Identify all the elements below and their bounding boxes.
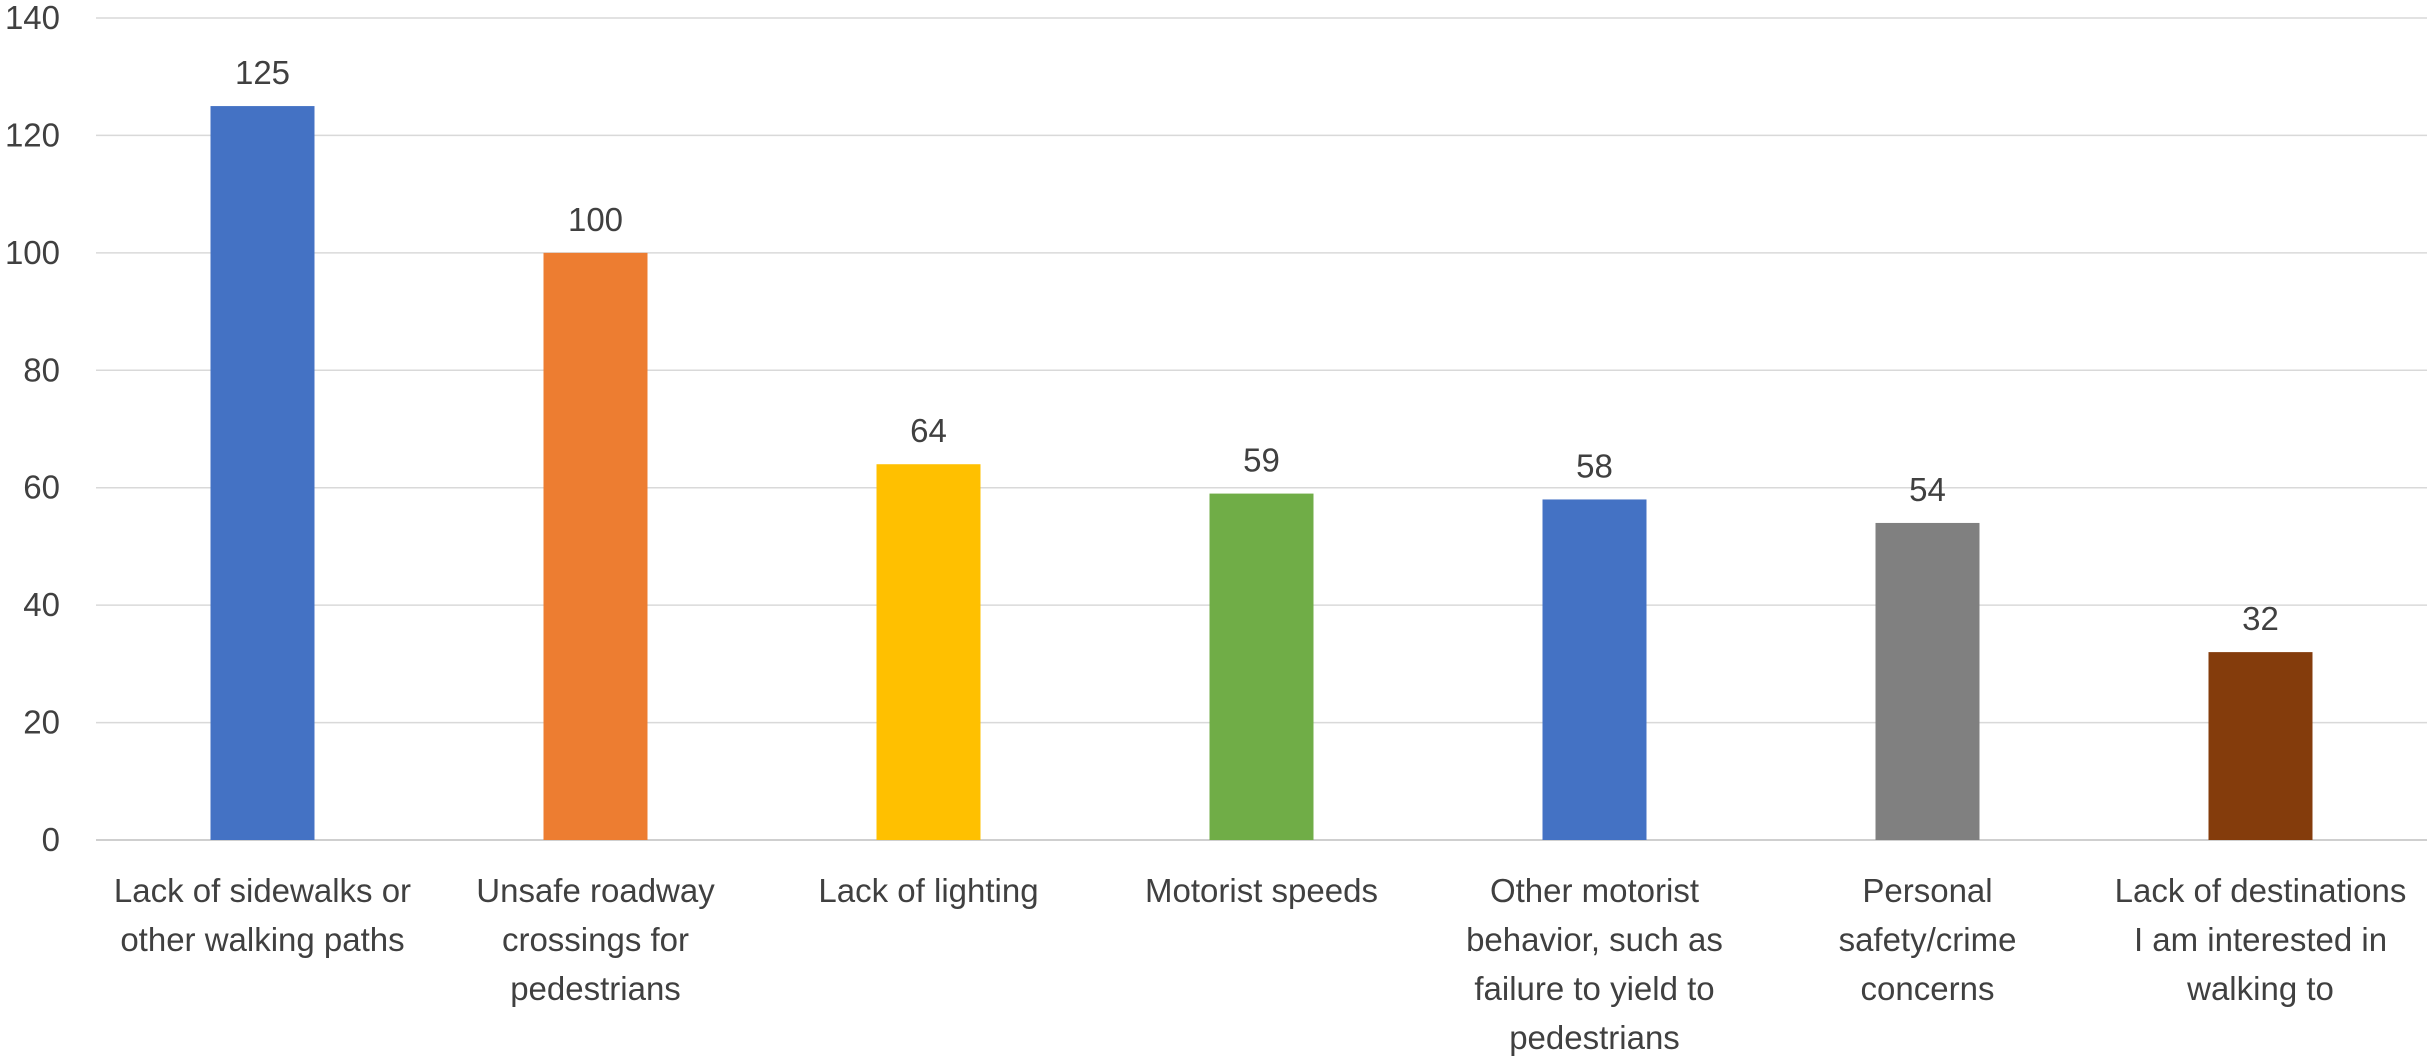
y-tick-label: 20 [23, 704, 60, 741]
y-tick-label: 140 [5, 0, 60, 36]
data-label: 54 [1909, 471, 1946, 508]
bar [1875, 522, 1980, 840]
y-tick-label: 80 [23, 351, 60, 388]
data-label: 32 [2242, 600, 2279, 637]
category-label: Personal safety/crime concerns [1839, 872, 2017, 1007]
category-label-line: Personal [1862, 872, 1992, 909]
category-label-line: safety/crime [1839, 921, 2017, 958]
category-label-line: concerns [1861, 970, 1995, 1007]
category-label-line: walking to [2186, 970, 2334, 1007]
category-label: Lack of sidewalks or other walking paths [114, 872, 411, 958]
y-tick-label: 120 [5, 116, 60, 153]
category-label-line: crossings for [502, 921, 689, 958]
bar [876, 464, 981, 840]
category-label-line: Lack of lighting [818, 872, 1038, 909]
y-tick-label: 60 [23, 469, 60, 506]
category-label-line: Lack of destinations [2115, 872, 2407, 909]
category-label-line: Lack of sidewalks or [114, 872, 411, 909]
bar [1542, 499, 1647, 840]
bar [2208, 652, 2313, 840]
y-tick-label: 0 [42, 821, 60, 858]
data-label: 59 [1243, 442, 1280, 479]
category-label-line: pedestrians [1509, 1019, 1680, 1056]
category-label-line: pedestrians [510, 970, 681, 1007]
category-label: Lack of destinations I am interested in wa… [2115, 872, 2407, 1007]
category-label: Lack of lighting [818, 872, 1038, 909]
category-label: Motorist speeds [1145, 872, 1378, 909]
data-labels: 125 100 64 59 58 54 32 [235, 54, 2279, 637]
data-label: 58 [1576, 447, 1613, 484]
category-label-line: other walking paths [120, 921, 404, 958]
data-label: 64 [910, 412, 947, 449]
y-axis-ticks: 0 20 40 60 80 100 120 140 [5, 0, 60, 858]
bar [210, 106, 315, 841]
category-label-line: Motorist speeds [1145, 872, 1378, 909]
category-label-line: behavior, such as [1466, 921, 1723, 958]
category-label-line: failure to yield to [1474, 970, 1714, 1007]
category-label: Unsafe roadway crossings for pedestrians [476, 872, 715, 1007]
data-label: 125 [235, 54, 290, 91]
category-label-line: Unsafe roadway [476, 872, 715, 909]
data-label: 100 [568, 201, 623, 238]
bar [1209, 493, 1314, 840]
category-label-line: Other motorist [1490, 872, 1699, 909]
y-tick-label: 40 [23, 586, 60, 623]
bars [210, 106, 2313, 841]
category-label: Other motorist behavior, such as failure t… [1466, 872, 1723, 1056]
category-labels: Lack of sidewalks or other walking paths U… [114, 872, 2406, 1056]
y-tick-label: 100 [5, 234, 60, 271]
bar [543, 252, 648, 840]
category-label-line: I am interested in [2134, 921, 2387, 958]
